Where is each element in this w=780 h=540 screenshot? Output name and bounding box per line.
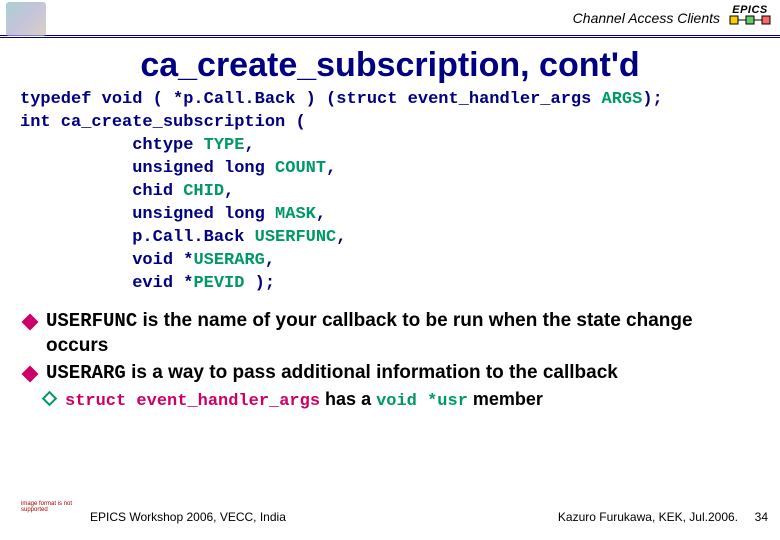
page-number: 34: [755, 510, 768, 524]
diamond-bullet-icon: [22, 365, 39, 382]
sub-bullet-text: has a: [320, 389, 376, 409]
epics-logo-text: EPICS: [726, 4, 774, 16]
left-emblem-icon: [6, 2, 46, 36]
epics-logo-icon: EPICS: [726, 4, 774, 32]
code-line: int ca_create_subscription (: [20, 113, 306, 132]
code-line: typedef void ( *p.Call.Back ) (struct ev…: [20, 90, 663, 109]
code-line: evid *PEVID );: [20, 274, 275, 293]
code-line: unsigned long COUNT,: [20, 159, 336, 178]
code-block: typedef void ( *p.Call.Back ) (struct ev…: [0, 89, 780, 295]
bullet-text: is the name of your callback to be run w…: [46, 310, 693, 356]
sub-bullet-item: struct event_handler_args has a void *us…: [22, 388, 758, 413]
code-line: void *USERARG,: [20, 251, 275, 270]
code-ref: struct event_handler_args: [65, 392, 320, 411]
code-line: unsigned long MASK,: [20, 205, 326, 224]
bullet-item: USERFUNC is the name of your callback to…: [22, 309, 758, 358]
footer-right-text: Kazuro Furukawa, KEK, Jul.2006.: [558, 510, 738, 524]
slide-footer: image format is not supported EPICS Work…: [0, 506, 780, 526]
code-ref: USERFUNC: [46, 310, 137, 332]
code-ref: void *usr: [376, 392, 468, 411]
slide-title: ca_create_subscription, cont'd: [0, 46, 780, 85]
slide-header: Channel Access Clients EPICS: [0, 0, 780, 38]
code-line: chid CHID,: [20, 182, 234, 201]
code-line: chtype TYPE,: [20, 136, 255, 155]
footer-left-text: EPICS Workshop 2006, VECC, India: [90, 510, 286, 524]
code-line: p.Call.Back USERFUNC,: [20, 228, 346, 247]
bullet-text: is a way to pass additional information …: [126, 362, 618, 383]
section-title: Channel Access Clients: [573, 10, 720, 26]
diamond-bullet-icon: [22, 314, 39, 331]
broken-image-icon: image format is not supported: [20, 500, 80, 526]
sub-bullet-text: member: [468, 389, 543, 409]
body-text: USERFUNC is the name of your callback to…: [0, 295, 780, 412]
bullet-item: USERARG is a way to pass additional info…: [22, 361, 758, 386]
code-ref: USERARG: [46, 362, 126, 384]
hollow-diamond-icon: [42, 390, 58, 406]
